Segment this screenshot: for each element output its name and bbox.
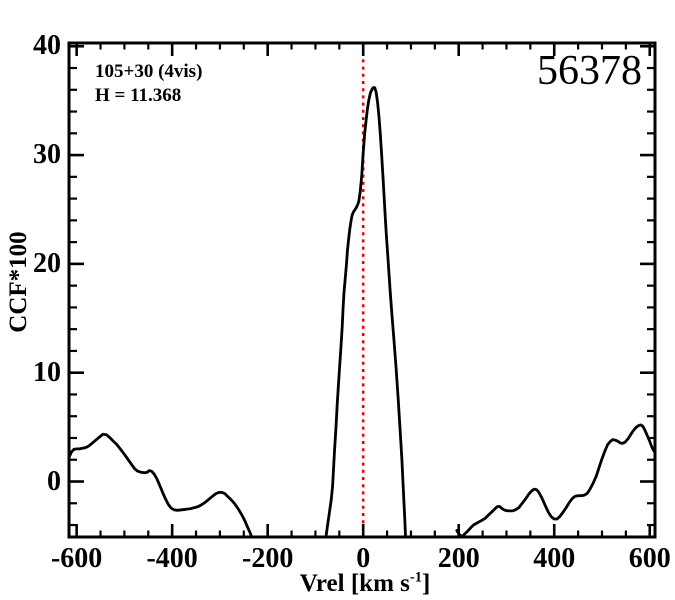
y-tick-label: 20 — [33, 247, 61, 279]
mjd-title: 56378 — [537, 48, 642, 94]
y-tick-label: 0 — [47, 465, 61, 497]
x-tick-label: -400 — [146, 543, 198, 574]
y-axis-title: CCF*100 — [5, 231, 32, 333]
y-tick-label: 30 — [33, 139, 61, 171]
x-tick-label: -600 — [50, 543, 103, 574]
ccf-main-peak-curve — [324, 86, 407, 537]
x-tick-label: 0 — [356, 543, 371, 574]
field-annotation: 105+30 (4vis) — [95, 61, 203, 82]
ccf-left-wing-curve — [69, 432, 254, 537]
hmag-annotation: H = 11.368 — [95, 85, 182, 106]
x-tick-label: 200 — [437, 543, 480, 574]
x-axis-title-exponent: -1 — [409, 569, 422, 586]
x-tick-label: -200 — [242, 543, 294, 574]
ccf-right-wing-curve — [455, 423, 655, 537]
y-tick-label: 40 — [33, 30, 61, 62]
x-tick-label: 400 — [533, 543, 576, 574]
y-tick-label: 10 — [33, 356, 61, 388]
x-tick-label: 600 — [628, 543, 671, 574]
x-axis-title-text: Vrel [km s — [299, 570, 410, 597]
x-axis-title: Vrel [km s-1] — [215, 570, 515, 598]
x-axis-title-bracket: ] — [421, 570, 431, 597]
